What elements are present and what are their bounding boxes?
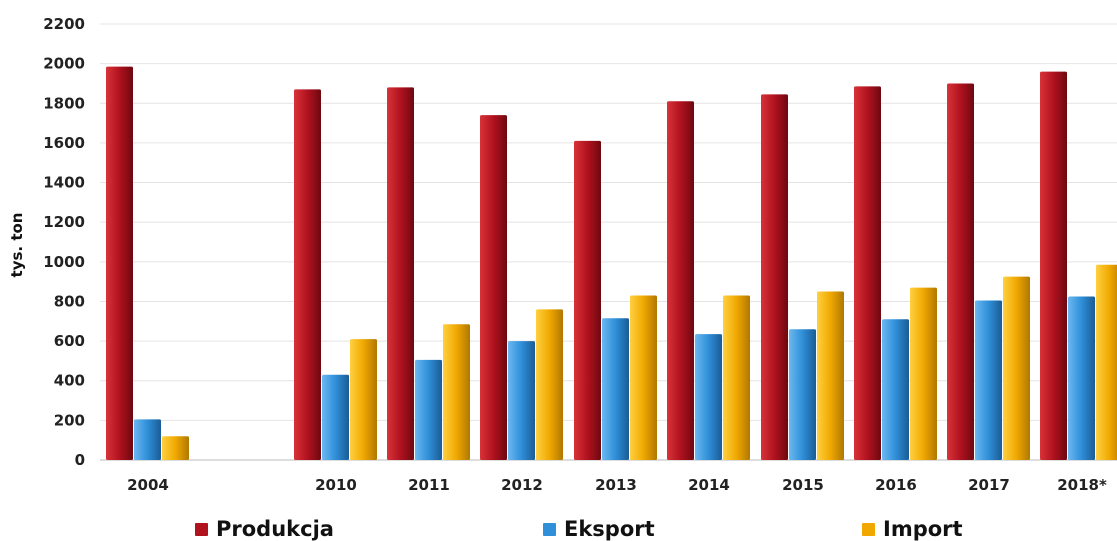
bar-eksport-2010 bbox=[322, 374, 349, 460]
x-tick-label: 2011 bbox=[408, 476, 450, 494]
x-tick-label: 2014 bbox=[688, 476, 730, 494]
bar-eksport-2013 bbox=[602, 318, 629, 460]
legend-label-import: Import bbox=[883, 517, 963, 541]
y-tick-label: 1200 bbox=[43, 213, 85, 231]
bar-import-2015 bbox=[817, 291, 844, 460]
y-tick-label: 1800 bbox=[43, 94, 85, 112]
x-tick-label: 2012 bbox=[501, 476, 543, 494]
y-axis-labels: 0 200 400 600 800 1000 1200 1400 1600 1800 2000 220… bbox=[43, 15, 85, 469]
bar-eksport-2018star bbox=[1068, 296, 1095, 460]
x-tick-label: 2018* bbox=[1057, 476, 1107, 494]
x-tick-label: 2017 bbox=[968, 476, 1010, 494]
bar-import-2016 bbox=[910, 287, 937, 460]
bar-eksport-2012 bbox=[508, 341, 535, 460]
bar-import-2010 bbox=[350, 339, 377, 460]
bar-produkcja-2014 bbox=[667, 101, 694, 461]
bars bbox=[106, 66, 1117, 461]
legend-item-produkcja: Produkcja bbox=[195, 518, 334, 541]
bar-import-2004 bbox=[162, 436, 189, 460]
bar-eksport-2017 bbox=[975, 300, 1002, 460]
bar-eksport-2015 bbox=[789, 329, 816, 460]
y-axis-title: tys. ton bbox=[8, 213, 26, 278]
y-tick-label: 1600 bbox=[43, 134, 85, 152]
legend-swatch-eksport bbox=[543, 523, 556, 536]
legend-swatch-import bbox=[862, 523, 875, 536]
bar-produkcja-2017 bbox=[947, 83, 974, 461]
y-tick-label: 600 bbox=[54, 332, 85, 350]
x-tick-label: 2013 bbox=[595, 476, 637, 494]
bar-eksport-2011 bbox=[415, 359, 442, 460]
x-axis-labels: 2004 2010 2011 2012 2013 2014 2015 2016 2017 2018… bbox=[127, 476, 1107, 494]
x-tick-label: 2016 bbox=[875, 476, 917, 494]
bar-import-2013 bbox=[630, 295, 657, 460]
x-tick-label: 2010 bbox=[315, 476, 357, 494]
bar-eksport-2004 bbox=[134, 419, 161, 460]
bar-produkcja-2012 bbox=[480, 115, 507, 460]
legend: Produkcja Eksport Import bbox=[0, 518, 1117, 541]
y-tick-label: 2000 bbox=[43, 55, 85, 73]
legend-item-eksport: Eksport bbox=[543, 518, 655, 541]
bar-produkcja-2018star bbox=[1040, 71, 1067, 461]
bar-produkcja-2016 bbox=[854, 86, 881, 460]
y-tick-label: 2200 bbox=[43, 15, 85, 33]
bar-import-2017 bbox=[1003, 276, 1030, 460]
bar-eksport-2016 bbox=[882, 319, 909, 460]
legend-label-eksport: Eksport bbox=[564, 517, 655, 541]
bar-produkcja-2010 bbox=[294, 89, 321, 461]
legend-label-produkcja: Produkcja bbox=[216, 517, 334, 541]
bar-produkcja-2013 bbox=[574, 140, 601, 460]
bar-chart: 2004 2010 2011 2012 2013 2014 2015 2016 2017 2018… bbox=[8, 15, 1117, 494]
x-tick-label: 2004 bbox=[127, 476, 169, 494]
bar-import-2018star bbox=[1096, 264, 1117, 460]
y-tick-label: 1000 bbox=[43, 253, 85, 271]
bar-import-2012 bbox=[536, 309, 563, 460]
bar-produkcja-2011 bbox=[387, 87, 414, 460]
y-tick-label: 1400 bbox=[43, 174, 85, 192]
bar-produkcja-2015 bbox=[761, 94, 788, 460]
y-tick-label: 800 bbox=[54, 292, 85, 310]
y-tick-label: 200 bbox=[54, 411, 85, 429]
x-tick-label: 2015 bbox=[782, 476, 824, 494]
bar-produkcja-2004 bbox=[106, 66, 133, 460]
legend-swatch-produkcja bbox=[195, 523, 208, 536]
bar-eksport-2014 bbox=[695, 334, 722, 460]
bar-import-2014 bbox=[723, 295, 750, 460]
bar-import-2011 bbox=[443, 324, 470, 460]
y-tick-label: 400 bbox=[54, 372, 85, 390]
y-tick-label: 0 bbox=[75, 451, 85, 469]
legend-item-import: Import bbox=[862, 518, 963, 541]
